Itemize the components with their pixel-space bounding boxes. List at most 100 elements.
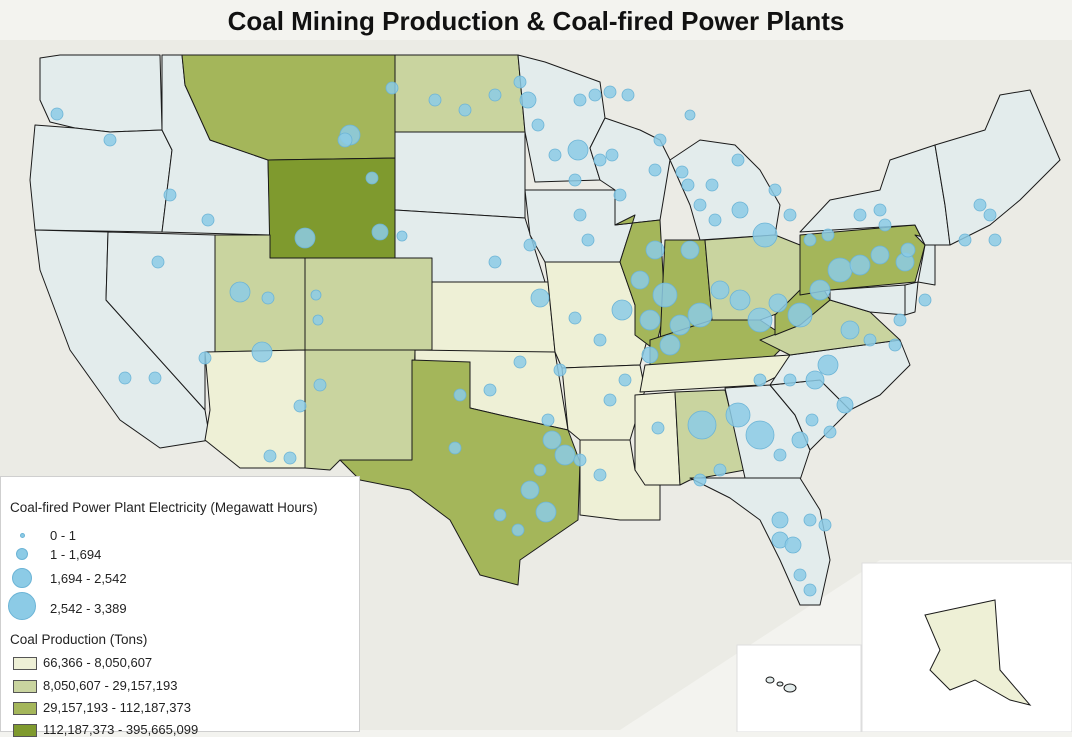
state-hawaii [776, 681, 784, 687]
power-plant-marker [151, 255, 165, 269]
power-plant-marker [729, 289, 751, 311]
power-plant-marker [827, 257, 853, 283]
state-delaware [904, 281, 919, 316]
state-new-mexico [304, 349, 416, 471]
power-plant-marker [588, 88, 602, 102]
power-plant-marker [818, 518, 832, 532]
power-plant-marker [261, 291, 275, 305]
power-plant-marker [293, 399, 307, 413]
power-plant-marker [803, 233, 817, 247]
power-plant-marker [251, 341, 273, 363]
state-oregon [29, 124, 173, 233]
coal-class-2: 8,050,607 - 29,157,193 [13, 678, 177, 694]
power-plant-marker [988, 233, 1002, 247]
power-plant-marker [731, 153, 745, 167]
alaska-inset [861, 562, 1072, 732]
state-louisiana [579, 439, 661, 521]
power-plant-marker [710, 280, 730, 300]
power-plant-marker [893, 313, 907, 327]
power-plant-marker [396, 230, 408, 242]
power-plant-marker [783, 373, 797, 387]
power-plant-marker [791, 431, 809, 449]
power-plant-marker [680, 240, 700, 260]
power-plant-marker [713, 463, 727, 477]
coal-class-4: 112,187,373 - 395,665,099 [13, 722, 198, 737]
power-plant-marker [312, 314, 324, 326]
power-plant-marker [453, 388, 467, 402]
power-plant-marker [684, 109, 696, 121]
coal-class-1: 66,366 - 8,050,607 [13, 655, 152, 671]
power-plant-marker [652, 282, 678, 308]
power-plant-marker [310, 289, 322, 301]
power-plant-marker [787, 302, 813, 328]
power-plant-marker [803, 513, 817, 527]
power-plant-marker [836, 396, 854, 414]
power-plant-marker [805, 413, 819, 427]
power-plant-marker [541, 413, 555, 427]
power-plant-marker [958, 233, 972, 247]
power-plant-marker [888, 338, 902, 352]
state-colorado [304, 257, 433, 351]
state-arkansas [561, 364, 646, 441]
power-plant-marker [618, 373, 632, 387]
power-plant-marker [651, 421, 665, 435]
plant-class-3: 1,694 - 2,542 [1, 568, 361, 588]
power-plant-marker [771, 511, 789, 529]
power-plant-marker [493, 508, 507, 522]
power-plant-marker [488, 88, 502, 102]
power-plant-marker [705, 178, 719, 192]
power-plant-marker [365, 171, 379, 185]
power-plant-marker [371, 223, 389, 241]
state-hawaii [765, 676, 775, 684]
hawaii-inset [736, 644, 862, 732]
power-plant-marker [535, 501, 557, 523]
state-arizona [204, 349, 306, 469]
plant-class-4: 2,542 - 3,389 [1, 592, 361, 620]
state-washington [39, 54, 163, 133]
power-plant-marker [621, 88, 635, 102]
power-plant-marker [873, 203, 887, 217]
power-plant-marker [593, 153, 607, 167]
power-plant-marker [567, 139, 589, 161]
power-plant-marker [659, 334, 681, 356]
power-plant-marker [773, 448, 787, 462]
power-plant-marker [294, 227, 316, 249]
power-plant-marker [554, 444, 576, 466]
power-plant-marker [513, 355, 527, 369]
power-plant-marker [823, 425, 837, 439]
power-plant-marker [849, 254, 871, 276]
state-north-carolina [769, 339, 911, 411]
power-plant-marker [568, 311, 582, 325]
power-plant-marker [725, 402, 751, 428]
power-plant-marker [283, 451, 297, 465]
power-plant-marker [533, 463, 547, 477]
power-plant-marker [568, 173, 582, 187]
power-plant-marker [783, 208, 797, 222]
power-plant-marker [593, 333, 607, 347]
state-hawaii [783, 683, 797, 693]
power-plant-marker [573, 208, 587, 222]
power-plant-marker [745, 420, 775, 450]
power-plant-marker [693, 198, 707, 212]
power-plant-marker [118, 371, 132, 385]
power-plant-marker [900, 242, 916, 258]
state-new-england [934, 89, 1061, 246]
power-plant-marker [817, 354, 839, 376]
power-plant-marker [519, 91, 537, 109]
power-plant-marker [428, 93, 442, 107]
power-plant-marker [639, 309, 661, 331]
state-mississippi [634, 391, 681, 486]
legend: Coal-fired Power Plant Electricity (Mega… [0, 476, 361, 737]
power-plant-marker [548, 148, 562, 162]
power-plant-marker [605, 148, 619, 162]
power-plant-marker [573, 453, 587, 467]
power-plant-marker [458, 103, 472, 117]
coal-legend-title: Coal Production (Tons) [10, 632, 148, 647]
power-plant-marker [863, 333, 877, 347]
power-plant-marker [448, 441, 462, 455]
power-plant-marker [163, 188, 177, 202]
power-plant-marker [870, 245, 890, 265]
power-plant-marker [553, 363, 567, 377]
power-plant-marker [983, 208, 997, 222]
power-plant-marker [198, 351, 212, 365]
